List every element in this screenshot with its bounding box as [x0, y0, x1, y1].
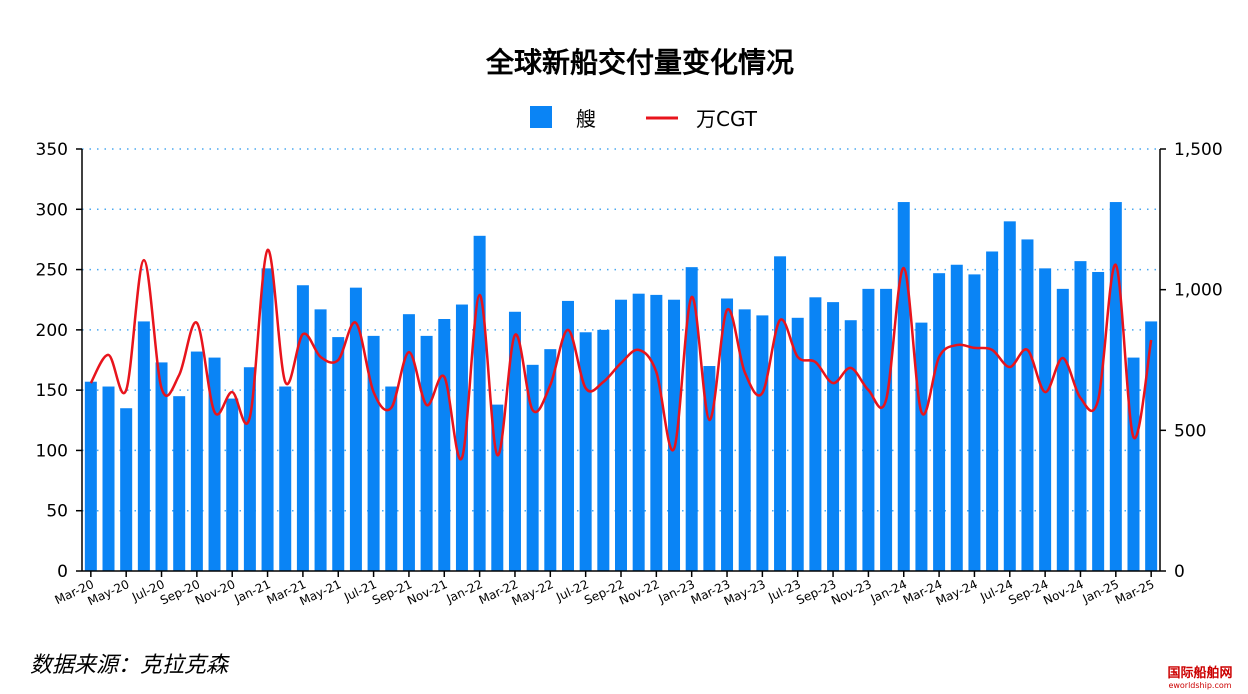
x-tick-label: Mar-25 [1113, 577, 1157, 607]
x-tick-label: Nov-23 [829, 577, 874, 608]
bar [173, 396, 186, 571]
x-tick-label: Jan-22 [444, 577, 485, 606]
bar [1021, 239, 1034, 571]
y2-tick-label: 1,500 [1174, 140, 1223, 160]
y-tick-label: 100 [36, 441, 68, 461]
bar [827, 302, 840, 571]
bar [332, 337, 345, 571]
y2-tick-label: 500 [1174, 421, 1206, 441]
x-tick-label: Nov-22 [617, 577, 662, 608]
bar [579, 332, 592, 571]
bar [243, 367, 256, 571]
y-tick-label: 300 [36, 200, 68, 220]
y2-tick-label: 1,000 [1174, 281, 1223, 301]
bar [279, 386, 292, 571]
bar [544, 349, 557, 571]
bar [1074, 261, 1087, 571]
y-tick-label: 250 [36, 261, 68, 281]
bar [208, 357, 221, 571]
bar [473, 235, 486, 571]
bar [190, 351, 203, 571]
x-tick-label: Jan-24 [868, 577, 909, 606]
bar [526, 364, 539, 571]
y-tick-label: 200 [36, 321, 68, 341]
bar [1056, 288, 1069, 571]
bar [986, 251, 999, 571]
bar [650, 294, 663, 571]
bar [756, 315, 769, 571]
bar [615, 299, 627, 571]
bar [774, 256, 787, 571]
bar [668, 299, 681, 571]
bar [933, 273, 946, 571]
bar [809, 297, 822, 571]
watermark: 国际船舶网 [1167, 665, 1232, 681]
y-tick-label: 150 [36, 381, 68, 401]
legend-label: 艘 [576, 107, 596, 131]
bar [367, 335, 380, 571]
legend-label: 万CGT [696, 107, 758, 131]
bar [137, 321, 150, 571]
legend-swatch [530, 106, 552, 128]
bar [915, 322, 928, 571]
bar [791, 317, 804, 571]
watermark-url: eworldship.com [1168, 681, 1231, 690]
x-tick-label: Nov-24 [1041, 577, 1086, 608]
bar [968, 274, 981, 571]
y2-tick-label: 0 [1174, 562, 1185, 582]
bar [1127, 357, 1140, 571]
bar [296, 285, 309, 571]
bar [402, 314, 415, 571]
bar [508, 311, 521, 571]
bar [120, 408, 133, 571]
bar [84, 381, 97, 571]
bar [155, 362, 168, 571]
bar [314, 309, 327, 571]
bar [721, 298, 734, 571]
bar [561, 300, 574, 571]
chart-title: 全球新船交付量变化情况 [485, 46, 794, 79]
bar [420, 335, 433, 571]
source-note: 数据来源：克拉克森 [30, 653, 230, 678]
bar [950, 264, 963, 571]
x-tick-label: Nov-20 [193, 577, 238, 608]
bar [438, 319, 451, 571]
x-tick-label: Nov-21 [405, 577, 450, 608]
bar [226, 398, 239, 571]
bar [844, 320, 857, 571]
bar [685, 267, 698, 571]
bar [632, 293, 645, 571]
bar [862, 288, 875, 571]
bar [455, 304, 468, 571]
bar [597, 329, 610, 571]
x-tick-label: Jan-23 [656, 577, 697, 606]
y-tick-label: 350 [36, 140, 68, 160]
bar [349, 287, 362, 571]
bar [1109, 202, 1122, 571]
line [89, 248, 1153, 461]
x-tick-label: Jan-25 [1080, 577, 1121, 606]
bar [880, 288, 893, 571]
bar [1003, 221, 1016, 572]
bar [261, 268, 274, 571]
bar [102, 386, 115, 571]
y-tick-label: 0 [57, 562, 68, 582]
x-tick-label: Jan-21 [231, 577, 272, 606]
y-tick-label: 50 [46, 502, 68, 522]
bar [1145, 321, 1158, 571]
bar [738, 309, 751, 571]
bar [1039, 268, 1052, 571]
bar [897, 202, 910, 571]
bar [1092, 271, 1105, 571]
bar [385, 386, 398, 571]
